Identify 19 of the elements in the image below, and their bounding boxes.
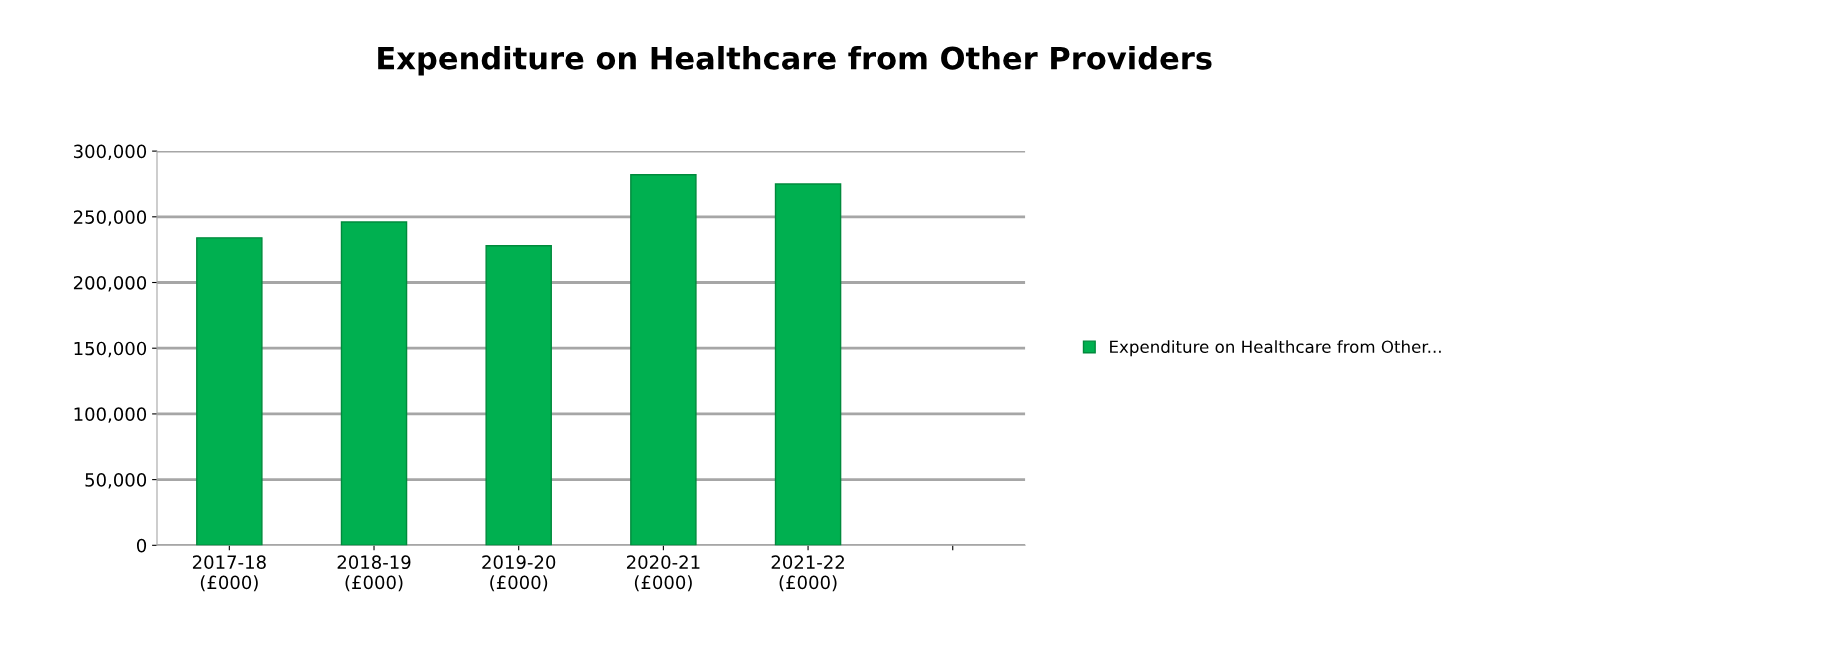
bar (196, 237, 263, 546)
bar (630, 174, 697, 546)
y-tick-label: 150,000 (74, 341, 147, 358)
x-tick-label: 2021-22 (£000) (771, 555, 844, 592)
x-tick-label: 2020-21 (£000) (626, 555, 700, 592)
chart-title: Expenditure on Healthcare from Other Providers (378, 45, 1212, 76)
bar (340, 221, 408, 546)
y-tick-label: 0 (136, 538, 147, 553)
legend-label: Expenditure on Healthcare from Other... (1110, 340, 1441, 357)
y-tick-label: 200,000 (73, 275, 147, 292)
y-tick-label: 50,000 (85, 473, 147, 489)
y-tick-label: 100,000 (74, 407, 147, 423)
x-tick-label: 2017-18 (£000) (192, 555, 266, 592)
y-tick-label: 250,000 (73, 210, 147, 226)
x-tick-label: 2019-20 (£000) (482, 555, 556, 592)
bar (774, 183, 842, 546)
y-tick-label: 300,000 (73, 144, 147, 161)
bar (485, 245, 552, 546)
x-tick-label: 2018-19 (£000) (337, 555, 411, 592)
